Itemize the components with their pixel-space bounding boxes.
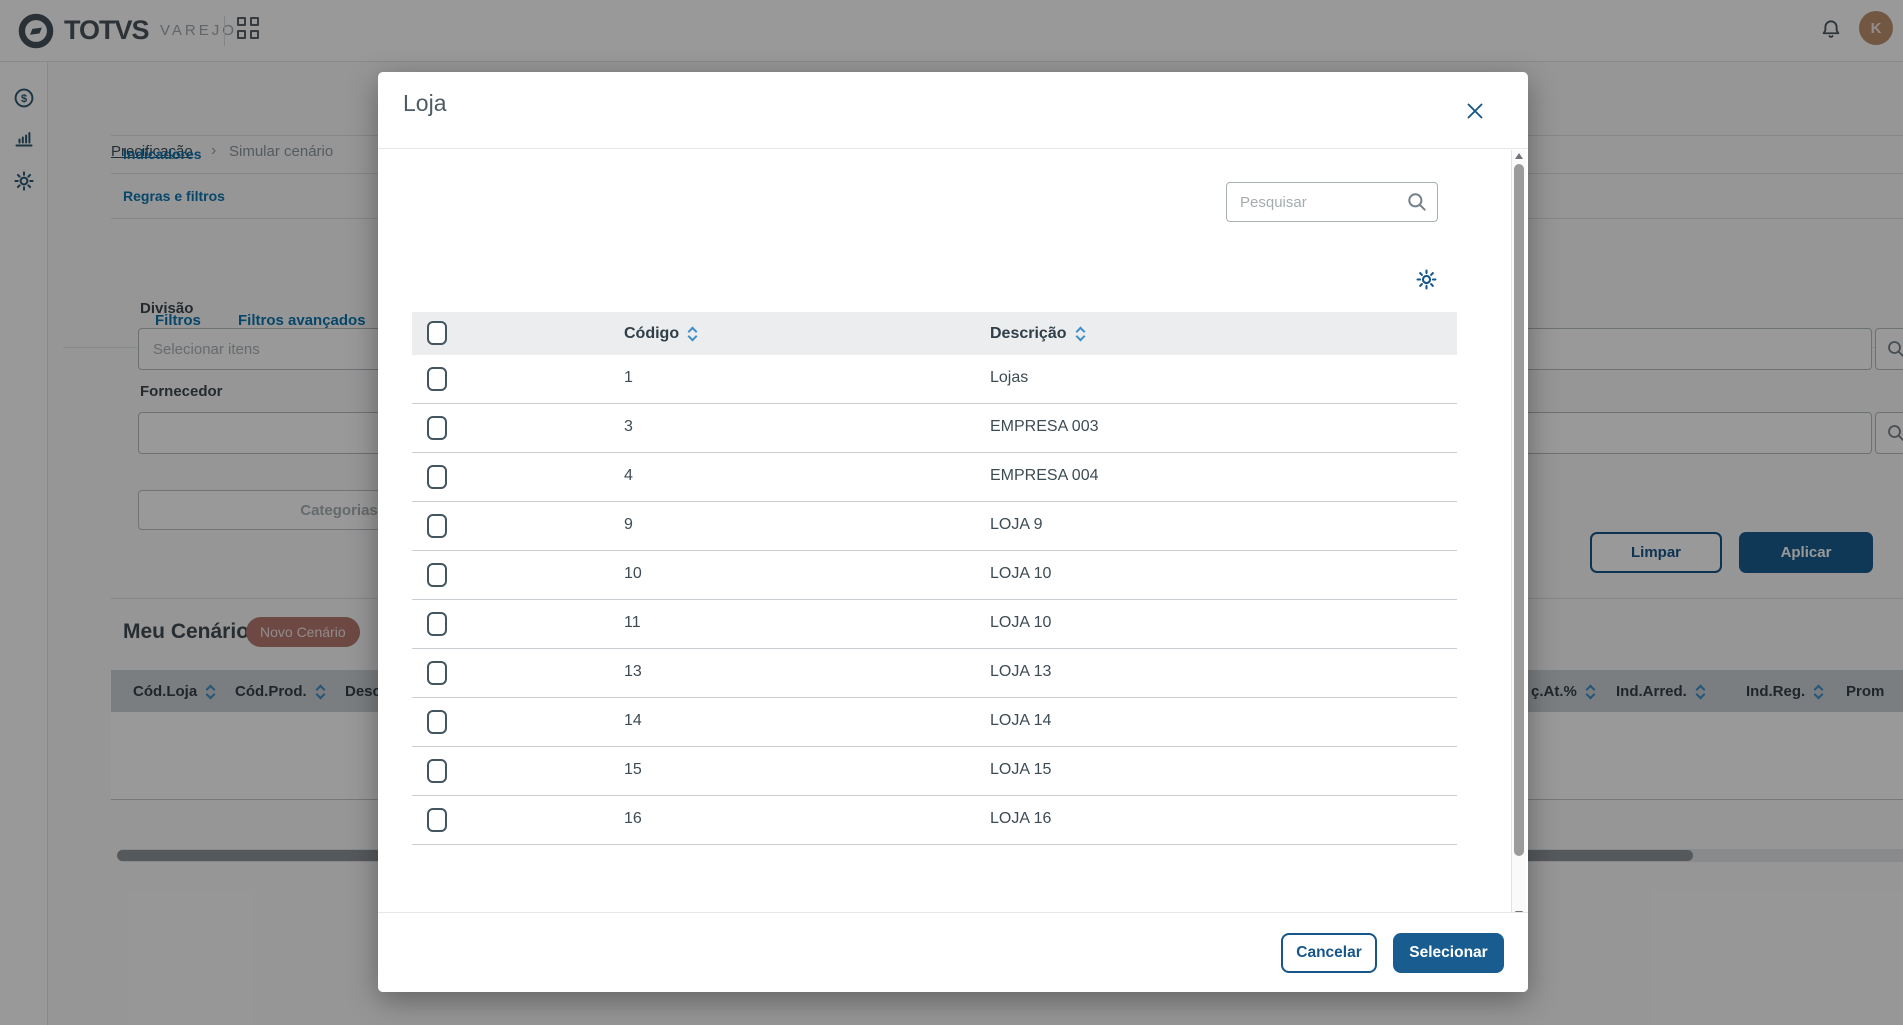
table-row[interactable]: 10 LOJA 10 bbox=[412, 551, 1457, 600]
table-settings-gear-icon[interactable] bbox=[1414, 267, 1439, 292]
row-checkbox[interactable] bbox=[427, 367, 447, 391]
table-row[interactable]: 13 LOJA 13 bbox=[412, 649, 1457, 698]
totvs-logo-icon bbox=[18, 13, 54, 49]
sort-icon[interactable] bbox=[1075, 326, 1085, 341]
table-row[interactable]: 15 LOJA 15 bbox=[412, 747, 1457, 796]
cell-codigo: 13 bbox=[624, 663, 642, 680]
loja-table-rows: 1 Lojas 3 EMPRESA 003 4 EMPRESA 004 9 LO… bbox=[412, 355, 1457, 845]
apps-grid-icon[interactable] bbox=[237, 17, 263, 43]
accordion-indicadores[interactable]: Indicadores bbox=[123, 146, 202, 162]
breadcrumb-link-precificacao[interactable]: Precificação bbox=[111, 143, 193, 160]
avatar[interactable]: K bbox=[1859, 11, 1893, 45]
column-cod-loja[interactable]: Cód.Loja bbox=[133, 683, 216, 700]
breadcrumb-separator: › bbox=[211, 142, 217, 159]
cell-descricao: LOJA 9 bbox=[990, 516, 1043, 533]
cell-descricao: EMPRESA 003 bbox=[990, 418, 1099, 435]
sidebar: $ bbox=[0, 62, 48, 1025]
row-checkbox[interactable] bbox=[427, 416, 447, 440]
cell-codigo: 15 bbox=[624, 761, 642, 778]
row-checkbox[interactable] bbox=[427, 808, 447, 832]
table-row[interactable]: 11 LOJA 10 bbox=[412, 600, 1457, 649]
row-checkbox[interactable] bbox=[427, 710, 447, 734]
aplicar-button[interactable]: Aplicar bbox=[1739, 532, 1873, 573]
cell-descricao: Lojas bbox=[990, 369, 1029, 386]
cell-codigo: 10 bbox=[624, 565, 642, 582]
loja-table-header: Código Descrição bbox=[412, 312, 1457, 355]
column-codigo[interactable]: Código bbox=[624, 325, 698, 343]
section-title: Meu Cenário bbox=[123, 620, 250, 643]
cell-descricao: LOJA 15 bbox=[990, 761, 1052, 778]
cell-codigo: 11 bbox=[624, 614, 641, 631]
table-row[interactable]: 3 EMPRESA 003 bbox=[412, 404, 1457, 453]
table-row[interactable]: 9 LOJA 9 bbox=[412, 502, 1457, 551]
search-icon[interactable] bbox=[1406, 191, 1428, 213]
row-checkbox[interactable] bbox=[427, 514, 447, 538]
cell-codigo: 1 bbox=[624, 369, 633, 386]
accordion-regras-filtros[interactable]: Regras e filtros bbox=[123, 188, 225, 204]
column-ind-arred[interactable]: Ind.Arred. bbox=[1616, 683, 1706, 700]
cell-descricao: LOJA 13 bbox=[990, 663, 1052, 680]
column-descricao[interactable]: Descrição bbox=[990, 325, 1085, 343]
modal-vertical-scrollbar[interactable] bbox=[1511, 150, 1526, 920]
cell-descricao: LOJA 10 bbox=[990, 614, 1052, 631]
select-all-checkbox[interactable] bbox=[427, 321, 447, 345]
modal-content: Código Descrição 1 Lojas 3 EMPRESA 003 4 bbox=[378, 149, 1528, 912]
scroll-up-arrow-icon[interactable] bbox=[1515, 153, 1523, 159]
select-button[interactable]: Selecionar bbox=[1393, 933, 1504, 973]
cell-descricao: EMPRESA 004 bbox=[990, 467, 1099, 484]
loja-table: Código Descrição 1 Lojas 3 EMPRESA 003 4 bbox=[412, 312, 1457, 845]
cancel-button[interactable]: Cancelar bbox=[1281, 933, 1377, 973]
loja-modal: Loja Código Descrição 1 bbox=[378, 72, 1528, 992]
fornecedor-label: Fornecedor bbox=[140, 383, 223, 400]
modal-header-divider bbox=[378, 148, 1528, 149]
header-divider bbox=[224, 16, 225, 46]
brand-name: TOTVS bbox=[64, 15, 150, 45]
cell-codigo: 9 bbox=[624, 516, 633, 533]
search-input[interactable] bbox=[1226, 182, 1438, 222]
gear-icon[interactable] bbox=[12, 169, 36, 193]
scrollbar-thumb[interactable] bbox=[1514, 164, 1524, 856]
cell-codigo: 14 bbox=[624, 712, 642, 729]
row-checkbox[interactable] bbox=[427, 465, 447, 489]
search-icon bbox=[1888, 425, 1903, 441]
row-checkbox[interactable] bbox=[427, 759, 447, 783]
table-row[interactable]: 4 EMPRESA 004 bbox=[412, 453, 1457, 502]
bar-chart-icon[interactable] bbox=[12, 126, 36, 150]
cell-descricao: LOJA 14 bbox=[990, 712, 1052, 729]
row-checkbox[interactable] bbox=[427, 661, 447, 685]
close-icon[interactable] bbox=[1460, 96, 1490, 126]
divisao-search-button[interactable] bbox=[1875, 328, 1903, 370]
column-ind-reg[interactable]: Ind.Reg. bbox=[1746, 683, 1824, 700]
divisao-label: Divisão bbox=[140, 300, 194, 317]
cell-codigo: 16 bbox=[624, 810, 642, 827]
cell-codigo: 4 bbox=[624, 467, 633, 484]
table-row[interactable]: 14 LOJA 14 bbox=[412, 698, 1457, 747]
column-cod-prod[interactable]: Cód.Prod. bbox=[235, 683, 326, 700]
status-badge: Novo Cenário bbox=[246, 617, 360, 647]
tab-filtros[interactable]: Filtros bbox=[155, 312, 201, 329]
limpar-button[interactable]: Limpar bbox=[1590, 532, 1722, 573]
fornecedor-search-button[interactable] bbox=[1875, 412, 1903, 454]
svg-text:$: $ bbox=[21, 93, 27, 105]
cell-codigo: 3 bbox=[624, 418, 633, 435]
tab-filtros-avancados[interactable]: Filtros avançados bbox=[238, 312, 366, 329]
column-prc-at[interactable]: ç.At.% bbox=[1531, 683, 1596, 700]
row-checkbox[interactable] bbox=[427, 563, 447, 587]
table-row[interactable]: 1 Lojas bbox=[412, 355, 1457, 404]
search-icon bbox=[1888, 341, 1903, 357]
modal-footer: Cancelar Selecionar bbox=[378, 912, 1528, 992]
sort-icon[interactable] bbox=[687, 326, 698, 341]
table-row[interactable]: 16 LOJA 16 bbox=[412, 796, 1457, 845]
bell-icon[interactable] bbox=[1818, 17, 1844, 43]
row-checkbox[interactable] bbox=[427, 612, 447, 636]
cell-descricao: LOJA 10 bbox=[990, 565, 1052, 582]
breadcrumb-current: Simular cenário bbox=[229, 143, 334, 160]
brand-product: VAREJO bbox=[160, 22, 237, 39]
modal-title: Loja bbox=[403, 90, 447, 116]
cell-descricao: LOJA 16 bbox=[990, 810, 1052, 827]
top-header: TOTVS VAREJO K bbox=[0, 0, 1903, 62]
column-prom[interactable]: Prom bbox=[1846, 683, 1885, 700]
dollar-circle-icon[interactable]: $ bbox=[12, 86, 36, 110]
